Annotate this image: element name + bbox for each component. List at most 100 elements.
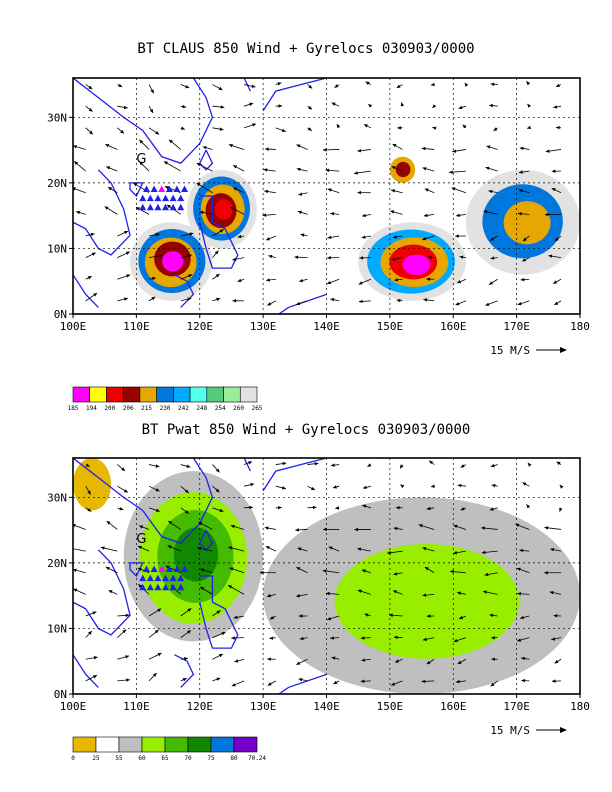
colorbar-top: 185 194 200 206 215 230 242 248 254 260 265	[68, 386, 263, 412]
colorbar-label: 194	[86, 405, 97, 412]
wind-vector	[265, 545, 276, 552]
colorbar-swatch	[164, 736, 189, 753]
wind-vector	[490, 680, 498, 687]
wind-vector	[455, 234, 466, 238]
wind-vector	[330, 212, 340, 216]
wind-vector	[526, 81, 531, 86]
wind-vector	[212, 250, 219, 258]
x-tick-label: 180	[570, 320, 590, 333]
gyre-location-marker	[146, 574, 154, 582]
wind-vector	[117, 485, 129, 493]
colorbar-swatch	[106, 386, 124, 403]
wind-vector	[392, 143, 403, 150]
colorbar-swatch	[173, 386, 191, 403]
wind-vector	[168, 520, 181, 530]
region-scs-convection-level-4	[162, 251, 184, 272]
wind-vector	[297, 210, 308, 215]
colorbar-label: 265	[252, 405, 263, 412]
colorbar-swatch	[187, 736, 212, 753]
wind-vector	[452, 149, 466, 153]
gyre-location-marker	[162, 194, 170, 202]
wind-vector	[85, 127, 94, 135]
gyre-location-marker	[181, 565, 189, 572]
wind-vector	[392, 235, 403, 239]
wind-vector	[73, 523, 86, 530]
wind-vector	[105, 143, 118, 150]
wind-vector	[327, 615, 340, 621]
wind-vector	[117, 297, 128, 302]
wind-vector	[362, 504, 371, 509]
gyre-location-marker	[154, 203, 162, 211]
region-moist-band-west-pacific-level-1	[334, 543, 520, 659]
wind-vector	[198, 521, 213, 530]
panel-top: G 100E 110E 120E 130E 140E 150E 160E 170E 180 0N 10…	[47, 77, 590, 412]
coastline-6	[262, 78, 327, 112]
coastline-4	[198, 149, 214, 171]
wind-vector	[117, 655, 130, 660]
wind-vector	[489, 613, 498, 618]
wind-vector	[106, 520, 118, 530]
coastline-2	[73, 274, 99, 308]
wind-vector	[231, 680, 245, 687]
wind-vector	[361, 213, 371, 218]
x-tick-label: 100E	[60, 320, 87, 333]
colorbar-label: 25	[92, 755, 100, 762]
wind-vector	[85, 630, 93, 638]
wind-vector	[527, 103, 532, 108]
wind-vector	[482, 590, 498, 595]
wind-vector	[180, 274, 193, 280]
wind-vector	[180, 485, 189, 494]
gyre-label: G	[136, 532, 146, 547]
coastline-1	[73, 549, 131, 636]
wind-vector	[117, 105, 128, 110]
wind-vector	[148, 232, 160, 237]
region-moist-band-china-luzon-level-3	[173, 527, 219, 582]
y-tick-label: 10N	[47, 242, 67, 255]
gyre-location-marker	[139, 583, 147, 591]
wind-vector	[430, 82, 435, 87]
wind-vector	[275, 485, 287, 490]
wind-vector	[229, 567, 245, 574]
colorbar-label: 206	[123, 405, 134, 412]
colorbar-swatch	[156, 386, 174, 403]
coastline-7	[243, 458, 252, 472]
wind-vector	[232, 257, 245, 261]
wind-vector	[85, 656, 98, 660]
wind-vector	[117, 251, 131, 258]
wind-vector	[298, 192, 308, 196]
wind-vector	[491, 657, 498, 661]
wind-vector	[553, 614, 562, 618]
wind-vector	[394, 278, 403, 282]
wind-vector	[387, 550, 403, 555]
wind-vector	[551, 637, 562, 641]
reference-vector-label: 15 M/S	[490, 724, 530, 737]
wind-vector	[244, 483, 255, 487]
wind-vector	[148, 485, 160, 492]
wind-vector	[237, 278, 245, 283]
wind-vector	[517, 592, 530, 596]
wind-vector	[196, 182, 213, 194]
wind-vector	[227, 584, 245, 595]
wind-vector	[395, 505, 403, 510]
wind-vector	[73, 160, 86, 172]
colorbar-label: 254	[215, 405, 226, 412]
wind-vector	[85, 485, 92, 495]
gyre-location-marker	[162, 583, 170, 591]
wind-vector	[364, 613, 371, 617]
wind-vector	[73, 588, 86, 595]
wind-vector	[327, 188, 340, 194]
wind-vector	[275, 505, 282, 510]
wind-vector	[488, 189, 498, 194]
wind-vector	[100, 546, 118, 552]
wind-vector	[296, 566, 308, 574]
wind-vector	[328, 546, 340, 552]
gyre-location-marker	[162, 574, 170, 582]
wind-vector	[85, 252, 96, 258]
wind-vector	[230, 524, 245, 530]
wind-vector	[515, 523, 530, 530]
wind-vector	[544, 526, 562, 530]
coastline-7	[243, 78, 252, 92]
wind-vector	[298, 677, 308, 682]
wind-vector	[212, 84, 223, 91]
